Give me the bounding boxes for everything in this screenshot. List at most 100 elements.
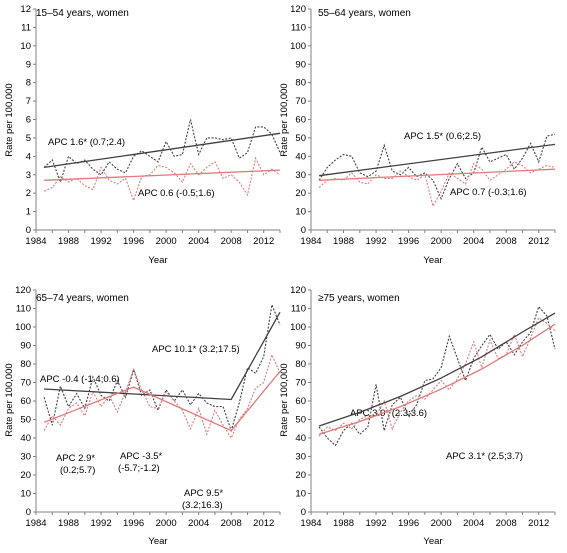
y-tick-label: 70 [295,96,306,107]
annotation: (-5.7;-1.2) [118,463,160,474]
y-tick-label: 11 [21,22,31,33]
x-tick-label: 1996 [398,518,419,529]
x-tick-label: 2012 [528,518,549,529]
x-tick-label: 2012 [253,236,274,247]
y-tick-label: 12 [20,4,31,15]
x-tick-label: 1996 [123,236,144,247]
annotation: APC 2.9* [56,453,95,464]
x-tick-label: 1984 [300,518,321,529]
x-tick-label: 1992 [90,236,111,247]
y-tick-label: 2 [26,188,31,199]
y-tick-label: 90 [20,341,31,352]
y-tick-label: 7 [26,96,31,107]
y-tick-label: 80 [295,78,306,89]
y-tick-label: 30 [295,170,306,181]
panel-title: 65–74 years, women [36,293,129,304]
x-tick-label: 2008 [496,236,517,247]
y-tick-label: 120 [15,285,31,296]
y-axis-label: Rate per 100,000 [4,83,15,156]
trend-line-black [318,312,556,427]
annotation: (0.2;5.7) [60,465,95,476]
x-tick-label: 2000 [431,518,452,529]
y-tick-label: 40 [20,433,31,444]
y-tick-label: 3 [26,170,31,181]
y-tick-label: 0 [301,225,306,236]
observed-line-red [318,161,556,208]
y-tick-label: 70 [20,378,31,389]
x-tick-label: 1988 [58,518,79,529]
observed-line-black [318,305,556,447]
x-tick-label: 2004 [463,518,484,529]
x-tick-label: 1984 [25,518,46,529]
observed-line-black [43,119,281,184]
y-tick-label: 60 [295,115,306,126]
y-tick-label: 80 [295,359,306,370]
x-tick-label: 2000 [156,236,177,247]
x-tick-label: 2000 [431,236,452,247]
x-tick-label: 1992 [365,518,386,529]
panel-title: 55–64 years, women [318,8,411,19]
y-tick-label: 100 [290,41,306,52]
panel-75plus-women: ≥75 years, women Rate per 100,000 Year A… [279,285,556,547]
y-tick-label: 30 [295,452,306,463]
observed-line-red [43,156,281,203]
trend-line-red [318,323,556,435]
y-tick-label: 120 [290,285,306,296]
x-tick-label: 2004 [188,518,209,529]
panel-title: 15–54 years, women [36,8,129,19]
annotation: APC 3.1* (2.5;3.7) [446,451,523,462]
x-tick-label: 2012 [528,236,549,247]
y-tick-label: 20 [20,470,31,481]
annotation: (3.2;16.3) [182,500,223,511]
y-tick-label: 90 [295,341,306,352]
y-tick-label: 20 [295,188,306,199]
x-tick-label: 1996 [398,236,419,247]
y-tick-label: 110 [291,22,306,33]
y-tick-label: 9 [26,59,31,70]
y-tick-label: 10 [20,41,31,52]
trend-line-black [319,143,556,177]
y-tick-label: 100 [290,322,306,333]
trend-line-red [319,168,556,181]
y-tick-label: 60 [20,396,31,407]
x-tick-label: 2008 [221,518,242,529]
x-tick-label: 2004 [463,236,484,247]
y-tick-label: 6 [26,115,31,126]
annotation: APC 9.5* [184,488,223,499]
y-tick-label: 50 [295,133,306,144]
y-tick-label: 70 [295,378,306,389]
y-tick-label: 1 [26,207,31,218]
trend-line-black [44,311,281,401]
x-axis-label: Year [148,536,167,547]
panel-55-64-women: 55–64 years, women Rate per 100,000 Year… [279,4,556,266]
y-tick-label: 60 [295,396,306,407]
x-tick-label: 1988 [333,236,354,247]
x-axis-label: Year [148,255,167,266]
y-axis-label: Rate per 100,000 [4,363,15,436]
y-tick-label: 10 [295,489,306,500]
annotation: APC 0.7 (-0.3;1.6) [450,187,527,198]
x-tick-label: 1984 [300,236,321,247]
x-tick-label: 2012 [253,518,274,529]
x-tick-label: 1984 [25,236,46,247]
y-tick-label: 5 [26,133,31,144]
panel-title: ≥75 years, women [318,293,400,304]
y-tick-label: 10 [20,489,31,500]
x-axis-label: Year [423,255,442,266]
y-tick-label: 120 [290,4,306,15]
observed-line-red [43,353,281,440]
y-tick-label: 10 [295,207,306,218]
annotation: APC 1.5* (0.6;2.5) [404,131,481,142]
y-tick-label: 80 [20,359,31,370]
annotation: APC 1.6* (0.7;2.4) [48,137,125,148]
annotation: APC 0.6 (-0.5;1.6) [138,188,215,199]
x-tick-label: 1992 [90,518,111,529]
annotation: APC -3.5* [120,451,163,462]
panel-15-54-women: 15–54 years, women Rate per 100,000 Year… [4,4,281,266]
annotation: APC 3.0* (2.3;3.6) [350,408,427,419]
y-tick-label: 0 [26,507,31,518]
trend-line-red [44,169,281,181]
y-tick-label: 4 [26,151,31,162]
